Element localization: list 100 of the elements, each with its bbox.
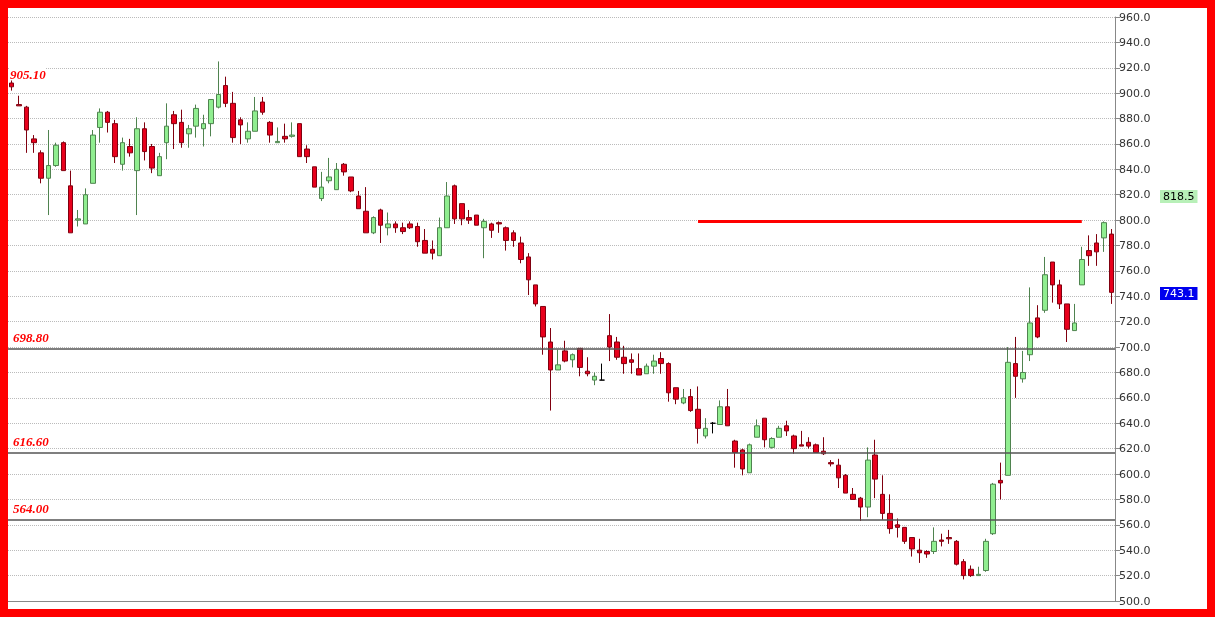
candlestick [1005,346,1011,476]
candlestick [179,109,184,149]
candlestick [341,162,347,177]
candlestick [799,430,804,447]
y-tick-label: 720.0 [1119,315,1151,329]
candlestick [1035,304,1040,339]
ref-line-label: 564.00 [13,500,50,516]
candlestick [784,420,789,437]
candlestick [725,388,730,427]
candlestick [127,138,133,158]
candlestick [872,439,878,499]
candlestick [201,114,206,147]
candlestick [946,529,952,545]
candlestick [46,129,51,216]
candlestick [747,443,752,474]
candlestick [474,214,479,226]
candlestick [710,421,716,434]
candlestick [909,537,915,558]
candlestick [9,79,14,92]
candlestick [1050,261,1055,304]
candlestick [415,222,420,248]
candlestick [961,558,966,580]
candlestick [902,526,907,545]
candlestick [858,496,863,522]
candlestick [836,458,841,489]
candlestick [666,361,671,403]
candlestick [16,95,22,107]
candlestick [673,387,679,405]
candlestick [562,340,568,363]
candlestick [297,123,302,158]
candlestick [120,137,125,172]
candlestick [843,473,848,494]
candlestick [312,166,317,188]
candlestick [599,363,605,381]
candlestick [1086,234,1092,267]
candlestick [813,443,819,453]
candlestick [481,218,487,259]
candlestick [570,352,575,368]
candlestick [496,220,502,234]
candlestick [363,186,369,234]
candlestick [385,212,391,236]
candlestick [149,143,155,174]
y-tick-label: 740.0 [1119,289,1151,303]
candlestick [142,121,147,161]
candlestick [895,517,900,539]
y-tick-label: 860.0 [1119,137,1151,151]
candlestick [208,99,214,137]
candlestick [193,104,199,139]
candlestick [577,347,583,377]
candlestick [954,539,959,566]
candlestick [1072,303,1077,332]
candlestick [1109,228,1114,305]
y-tick-label: 920.0 [1119,61,1151,75]
candlestick [157,152,162,177]
candlestick [695,385,701,445]
candlestick [164,102,169,160]
candlestick [1064,303,1070,343]
candlestick [880,474,885,521]
candlestick [917,538,922,564]
candlestick [1079,246,1085,286]
candlestick [540,305,546,356]
candlestick [1013,336,1018,399]
candlestick [444,181,450,229]
candlestick [171,110,177,150]
candlestick [38,149,44,184]
candlestick [422,228,428,254]
y-tick-label: 600.0 [1119,467,1151,481]
candlestick [924,549,930,559]
candlestick [393,220,398,234]
candlestick [806,436,811,450]
y-tick-label: 700.0 [1119,340,1151,354]
candlestick [238,116,243,145]
candlestick [1057,279,1062,310]
candlestick [998,462,1003,500]
candlestick [489,222,494,239]
candlestick [658,351,664,375]
candlestick [275,126,280,144]
candlestick [282,123,288,144]
y-tick-label: 880.0 [1119,112,1151,126]
y-tick-label: 640.0 [1119,416,1151,430]
candlestick [452,184,457,225]
candlestick [681,388,686,405]
candlestick [754,418,760,438]
candlestick [112,119,118,164]
candlestick [216,60,221,109]
candlestick [1020,350,1026,384]
candlestick [186,124,192,149]
candlestick [24,105,29,154]
candlestick [1101,220,1107,253]
annotation: 905.10 [10,67,47,82]
candlestick [828,459,834,467]
candlestick [61,140,66,172]
candlestick [90,129,96,184]
candlestick [97,107,103,144]
candlestick [555,349,561,371]
candlestick [430,239,435,260]
candlestick [644,363,649,375]
candlestick [105,110,110,134]
candlestick [83,187,88,225]
candlestick [437,217,442,257]
